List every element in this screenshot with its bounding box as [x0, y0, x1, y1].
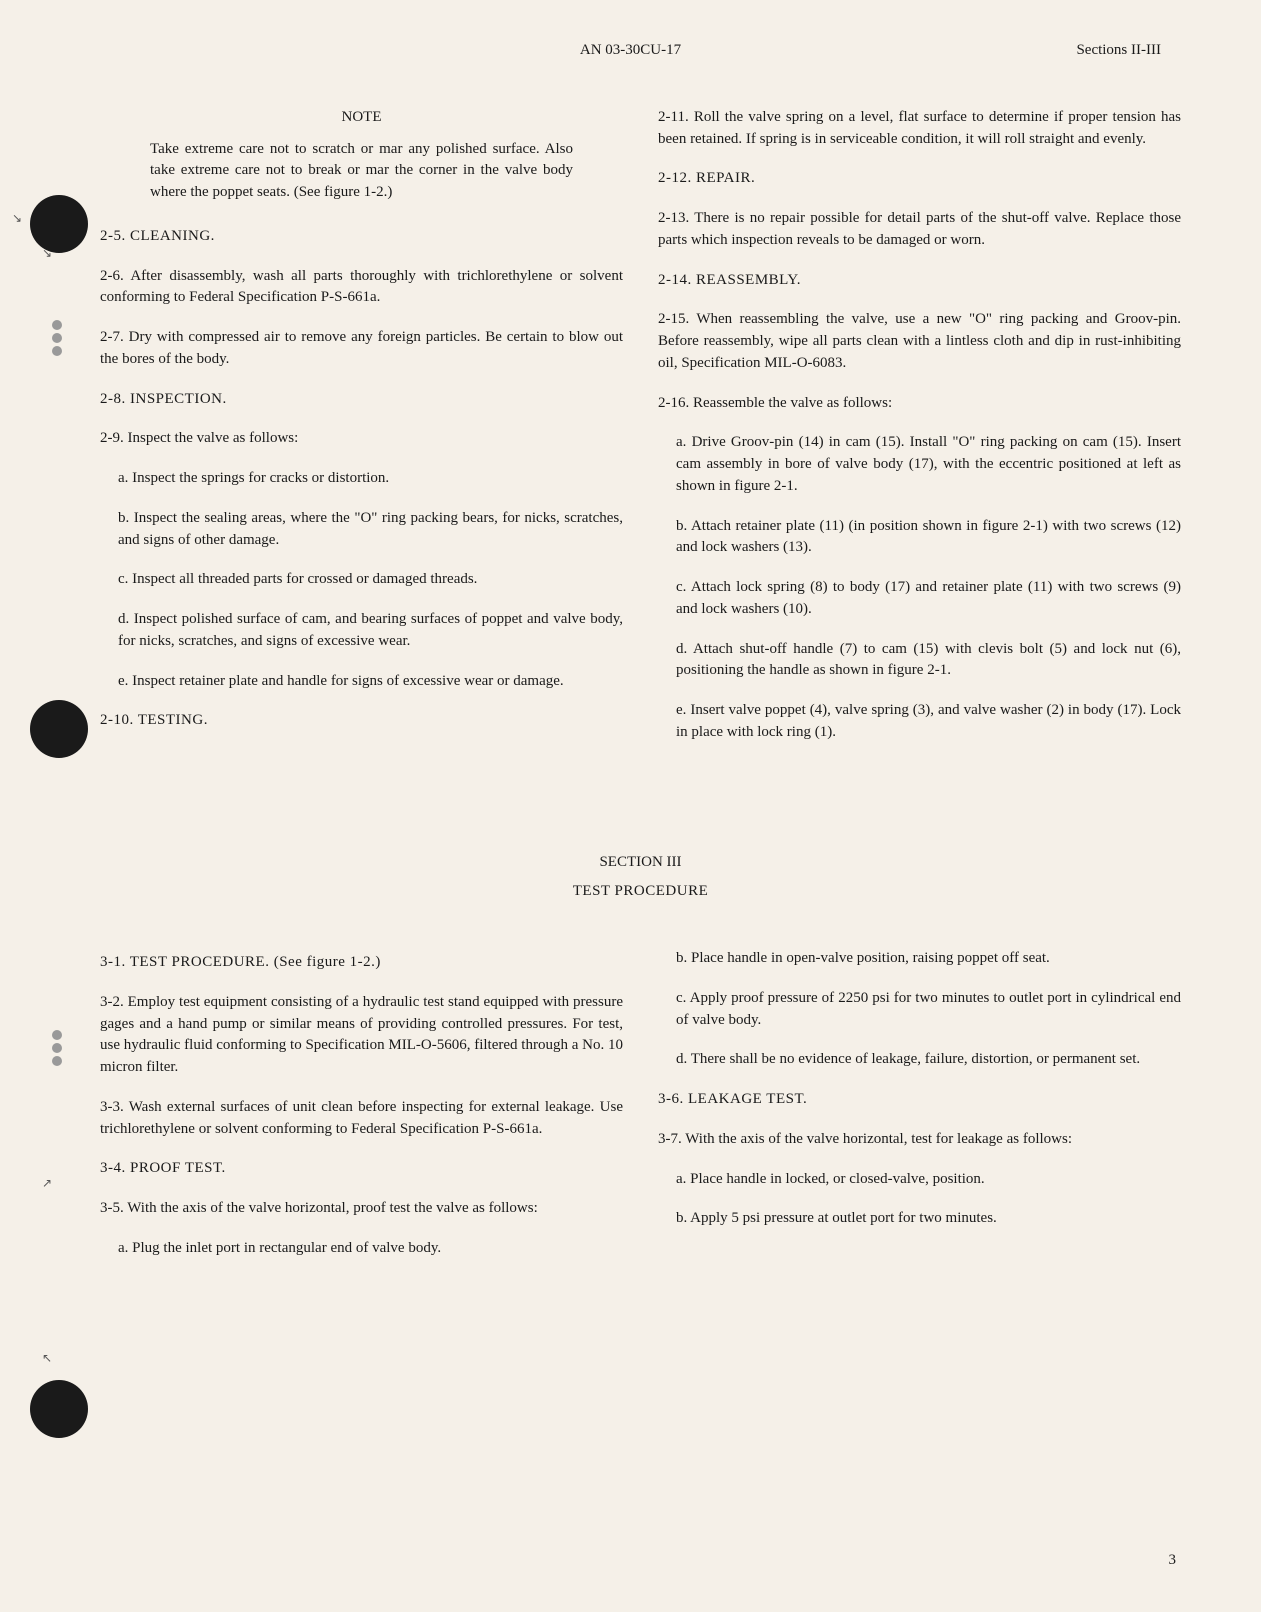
document-id: AN 03-30CU-17	[580, 40, 681, 62]
section-2-8: 2-8. INSPECTION.	[100, 389, 623, 411]
margin-dots	[52, 320, 62, 356]
paragraph-2-9: 2-9. Inspect the valve as follows:	[100, 428, 623, 450]
note-heading: NOTE	[100, 107, 623, 129]
punch-hole	[30, 700, 88, 758]
margin-dots	[52, 1030, 62, 1066]
item-2-9e: e. Inspect retainer plate and handle for…	[100, 671, 623, 693]
margin-marker: ↗	[42, 1175, 52, 1192]
paragraph-2-6: 2-6. After disassembly, wash all parts t…	[100, 266, 623, 310]
margin-marker: ↘	[12, 210, 22, 227]
item-2-16a: a. Drive Groov-pin (14) in cam (15). Ins…	[658, 432, 1181, 497]
item-2-9b: b. Inspect the sealing areas, where the …	[100, 508, 623, 552]
right-column: 2-11. Roll the valve spring on a level, …	[658, 107, 1181, 762]
item-2-16d: d. Attach shut-off handle (7) to cam (15…	[658, 639, 1181, 683]
section-2-5: 2-5. CLEANING.	[100, 226, 623, 248]
section-3-divider: SECTION III	[100, 852, 1181, 874]
item-2-9a: a. Inspect the springs for cracks or dis…	[100, 468, 623, 490]
left-column-s3: 3-1. TEST PROCEDURE. (See figure 1-2.) 3…	[100, 948, 623, 1278]
paragraph-3-5: 3-5. With the axis of the valve horizont…	[100, 1198, 623, 1220]
section-2-14: 2-14. REASSEMBLY.	[658, 270, 1181, 292]
section-indicator: Sections II-III	[1076, 40, 1161, 62]
item-2-16b: b. Attach retainer plate (11) (in positi…	[658, 516, 1181, 560]
punch-hole	[30, 195, 88, 253]
section-2-12: 2-12. REPAIR.	[658, 168, 1181, 190]
paragraph-2-11: 2-11. Roll the valve spring on a level, …	[658, 107, 1181, 151]
page-header: AN 03-30CU-17 Sections II-III	[100, 40, 1181, 62]
item-3-5b: b. Place handle in open-valve position, …	[658, 948, 1181, 970]
main-content-section-3: 3-1. TEST PROCEDURE. (See figure 1-2.) 3…	[100, 948, 1181, 1278]
item-3-7b: b. Apply 5 psi pressure at outlet port f…	[658, 1208, 1181, 1230]
item-2-16c: c. Attach lock spring (8) to body (17) a…	[658, 577, 1181, 621]
paragraph-2-15: 2-15. When reassembling the valve, use a…	[658, 309, 1181, 374]
page-number: 3	[1169, 1550, 1177, 1572]
right-column-s3: b. Place handle in open-valve position, …	[658, 948, 1181, 1278]
section-3-6: 3-6. LEAKAGE TEST.	[658, 1089, 1181, 1111]
item-3-7a: a. Place handle in locked, or closed-val…	[658, 1169, 1181, 1191]
left-column: NOTE Take extreme care not to scratch or…	[100, 107, 623, 762]
section-3-1: 3-1. TEST PROCEDURE. (See figure 1-2.)	[100, 952, 623, 974]
item-3-5d: d. There shall be no evidence of leakage…	[658, 1049, 1181, 1071]
note-body: Take extreme care not to scratch or mar …	[100, 139, 623, 204]
paragraph-2-13: 2-13. There is no repair possible for de…	[658, 208, 1181, 252]
item-3-5c: c. Apply proof pressure of 2250 psi for …	[658, 988, 1181, 1032]
section-3-4: 3-4. PROOF TEST.	[100, 1158, 623, 1180]
item-2-9c: c. Inspect all threaded parts for crosse…	[100, 569, 623, 591]
paragraph-3-7: 3-7. With the axis of the valve horizont…	[658, 1129, 1181, 1151]
margin-marker: ↘	[42, 245, 52, 262]
paragraph-2-7: 2-7. Dry with compressed air to remove a…	[100, 327, 623, 371]
paragraph-2-16: 2-16. Reassemble the valve as follows:	[658, 393, 1181, 415]
section-2-10: 2-10. TESTING.	[100, 710, 623, 732]
paragraph-3-2: 3-2. Employ test equipment consisting of…	[100, 992, 623, 1079]
punch-hole	[30, 1380, 88, 1438]
item-3-5a: a. Plug the inlet port in rectangular en…	[100, 1238, 623, 1260]
item-2-16e: e. Insert valve poppet (4), valve spring…	[658, 700, 1181, 744]
paragraph-3-3: 3-3. Wash external surfaces of unit clea…	[100, 1097, 623, 1141]
margin-marker: ↖	[42, 1350, 52, 1367]
main-content-section-2: NOTE Take extreme care not to scratch or…	[100, 107, 1181, 762]
item-2-9d: d. Inspect polished surface of cam, and …	[100, 609, 623, 653]
section-3-title: TEST PROCEDURE	[100, 881, 1181, 903]
